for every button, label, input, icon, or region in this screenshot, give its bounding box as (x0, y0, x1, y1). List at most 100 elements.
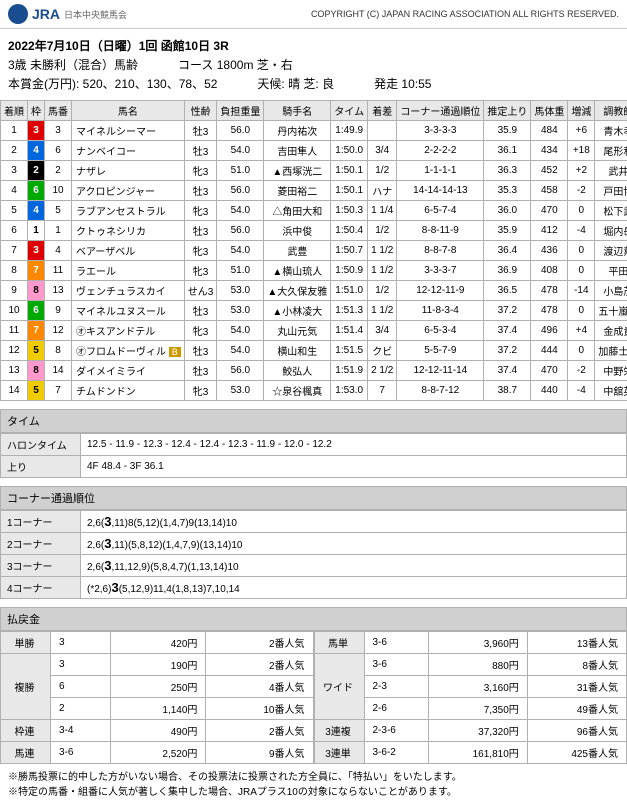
cell: ▲小林凌大 (264, 301, 331, 321)
corner-value: (*2,6)3(5,12,9)11,4(1,8,13)7,10,14 (81, 577, 627, 599)
cell: 36.4 (484, 241, 531, 261)
cell: -4 (568, 381, 595, 401)
cell: 菱田裕二 (264, 181, 331, 201)
cell: 54.0 (217, 141, 264, 161)
payout-num: 6 (51, 676, 111, 698)
cell: 37.4 (484, 321, 531, 341)
cell: チムドンドン (72, 381, 185, 401)
cell: 8-8-7-8 (397, 241, 484, 261)
race-condition: 3歳 未勝利（混合）馬齢 (8, 56, 138, 73)
cell: 中野栄治 (595, 361, 627, 381)
col-header: 枠 (28, 101, 45, 121)
cell: 56.0 (217, 221, 264, 241)
table-row: 322ナザレ牝351.0▲西塚洸二1:50.11/21-1-1-136.3452… (1, 161, 627, 181)
cell: ラエール (72, 261, 185, 281)
cell: クトゥネシリカ (72, 221, 185, 241)
cell: 6 (28, 301, 45, 321)
cell: 1 (45, 221, 72, 241)
payout-yen: 190円 (110, 654, 205, 676)
cell: 1 1/2 (368, 301, 397, 321)
cell: 1/2 (368, 281, 397, 301)
cell: 36.0 (484, 201, 531, 221)
cell: 2 1/2 (368, 361, 397, 381)
halon-label: ハロンタイム (1, 434, 81, 456)
payout-num: 3 (51, 654, 111, 676)
cell: ナンベイコー (72, 141, 185, 161)
cell: 1/2 (368, 221, 397, 241)
note-2: ※特定の馬番・組番に人気が著しく集中した場合、JRAプラス10の対象にならないこ… (8, 783, 619, 798)
cell: 2-2-2-2 (397, 141, 484, 161)
table-row: 611クトゥネシリカ牡356.0浜中俊1:50.41/28-8-11-935.9… (1, 221, 627, 241)
cell: 5 (28, 381, 45, 401)
cell: アクロピンジャー (72, 181, 185, 201)
cell: 13 (1, 361, 28, 381)
agari-label: 上り (1, 456, 81, 478)
halon-value: 12.5 - 11.9 - 12.3 - 12.4 - 12.4 - 12.3 … (81, 434, 627, 456)
corner-value: 2,6(3,11)8(5,12)(1,4,7)9(13,14)10 (81, 511, 627, 533)
payout-section-title: 払戻金 (0, 607, 627, 631)
payout-yen: 1,140円 (110, 698, 205, 720)
payout-yen: 3,160円 (429, 676, 527, 698)
col-header: タイム (331, 101, 368, 121)
cell: 中舘英二 (595, 381, 627, 401)
cell: 1:51.4 (331, 321, 368, 341)
payout-yen: 2,520円 (110, 742, 205, 764)
cell: 1:51.3 (331, 301, 368, 321)
cell: 37.2 (484, 301, 531, 321)
cell: 1:51.9 (331, 361, 368, 381)
cell: 36.1 (484, 141, 531, 161)
note-1: ※勝馬投票に的中した方がいない場合、その投票法に投票された方全員に、「特払い」を… (8, 768, 619, 783)
cell: ヴェンチュラスカイ (72, 281, 185, 301)
col-header: 騎手名 (264, 101, 331, 121)
cell: ㋔キスアンドテル (72, 321, 185, 341)
cell: 37.4 (484, 361, 531, 381)
cell: 3-3-3-7 (397, 261, 484, 281)
race-start: 発走 10:55 (374, 75, 431, 92)
payout-yen: 7,350円 (429, 698, 527, 720)
col-header: 馬名 (72, 101, 185, 121)
agari-value: 4F 48.4 - 3F 36.1 (81, 456, 627, 478)
cell: 7 (28, 261, 45, 281)
cell: 渡辺薫彦 (595, 241, 627, 261)
cell: 10 (45, 181, 72, 201)
cell: 4 (28, 141, 45, 161)
col-header: 着順 (1, 101, 28, 121)
cell: 8-8-7-12 (397, 381, 484, 401)
cell: ㋔フロムドーヴィル B (72, 341, 185, 361)
cell: ▲横山琉人 (264, 261, 331, 281)
payout-type: 複勝 (1, 654, 51, 720)
cell: 12 (1, 341, 28, 361)
cell: 1:50.1 (331, 161, 368, 181)
cell: ダイメイミライ (72, 361, 185, 381)
cell: 1 1/2 (368, 261, 397, 281)
table-row: 9813ヴェンチュラスカイせん353.0▲大久保友雅1:51.01/212-12… (1, 281, 627, 301)
cell: 0 (568, 201, 595, 221)
cell: マイネルシーマー (72, 121, 185, 141)
cell: 408 (531, 261, 568, 281)
cell (368, 121, 397, 141)
cell: 鮫弘人 (264, 361, 331, 381)
table-row: 1457チムドンドン牝353.0☆泉谷楓真1:53.078-8-7-1238.7… (1, 381, 627, 401)
table-row: 545ラブアンセストラル牝354.0△角田大和1:50.31 1/46-5-7-… (1, 201, 627, 221)
payout-left: 単勝3420円2番人気複勝3190円2番人気6250円4番人気21,140円10… (0, 631, 314, 764)
cell: 412 (531, 221, 568, 241)
cell: 444 (531, 341, 568, 361)
cell: 56.0 (217, 181, 264, 201)
cell: 牡3 (184, 221, 217, 241)
cell: 小島茂之 (595, 281, 627, 301)
cell: 戸田博文 (595, 181, 627, 201)
cell: 牝3 (184, 201, 217, 221)
cell: 1/2 (368, 161, 397, 181)
corner-label: 2コーナー (1, 533, 81, 555)
payout-num: 3 (51, 632, 111, 654)
cell: せん3 (184, 281, 217, 301)
payout-num: 2-3 (364, 676, 429, 698)
payout-pop: 96番人気 (527, 720, 626, 742)
logo-sub: 日本中央競馬会 (64, 8, 127, 21)
cell: 37.2 (484, 341, 531, 361)
cell: 牡3 (184, 181, 217, 201)
cell: 牝3 (184, 381, 217, 401)
cell: クビ (368, 341, 397, 361)
payout-type: 3連複 (314, 720, 364, 742)
cell: 7 (45, 381, 72, 401)
